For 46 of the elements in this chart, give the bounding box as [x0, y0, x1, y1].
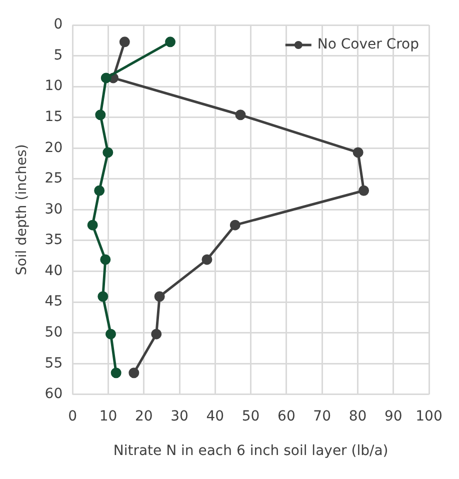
point — [100, 72, 112, 84]
x-tick-label: 80 — [348, 408, 367, 424]
y-tick-label: 60 — [44, 386, 63, 402]
point — [95, 110, 106, 120]
x-tick-label: 30 — [170, 408, 188, 424]
y-tick-label: 50 — [44, 324, 63, 340]
point — [154, 291, 165, 302]
point — [165, 36, 176, 48]
point — [352, 147, 364, 158]
x-tick-label: 50 — [242, 408, 260, 424]
point — [94, 185, 105, 196]
y-tick-label: 10 — [44, 78, 63, 94]
point — [106, 328, 116, 340]
y-tick-label: 40 — [44, 262, 63, 279]
y-tick-label: 30 — [44, 201, 63, 218]
point — [98, 291, 108, 302]
y-tick-label: 35 — [44, 232, 63, 248]
legend-label: No Cover Crop — [317, 36, 420, 53]
y-tick-label: 5 — [54, 47, 63, 64]
point — [151, 328, 162, 340]
point — [119, 36, 130, 48]
point — [202, 254, 212, 265]
point — [110, 368, 122, 378]
point — [102, 147, 114, 158]
x-tick-label: 40 — [206, 408, 224, 424]
y-axis-title: Soil depth (inches) — [14, 144, 30, 276]
y-tick-label: 25 — [44, 170, 63, 187]
y-tick-label: 20 — [44, 140, 63, 156]
point — [235, 110, 246, 120]
x-tick-label: 60 — [278, 408, 296, 424]
x-tick-label: 0 — [68, 408, 78, 424]
point — [100, 254, 111, 265]
x-tick-label: 20 — [134, 408, 153, 424]
x-tick-label: 100 — [416, 408, 442, 424]
point — [128, 368, 140, 378]
y-tick-label: 55 — [44, 355, 63, 372]
x-tick-label: 10 — [99, 408, 118, 424]
x-axis-title: Nitrate N in each 6 inch soil layer (lb/a) — [113, 443, 388, 460]
x-tick-label: 70 — [313, 408, 331, 424]
y-tick-label: 0 — [54, 16, 63, 33]
point — [87, 220, 98, 230]
y-tick-label: 15 — [44, 108, 63, 125]
y-tick-label: 45 — [44, 294, 63, 310]
point — [230, 220, 240, 230]
point — [358, 185, 370, 196]
x-tick-label: 90 — [384, 408, 402, 424]
